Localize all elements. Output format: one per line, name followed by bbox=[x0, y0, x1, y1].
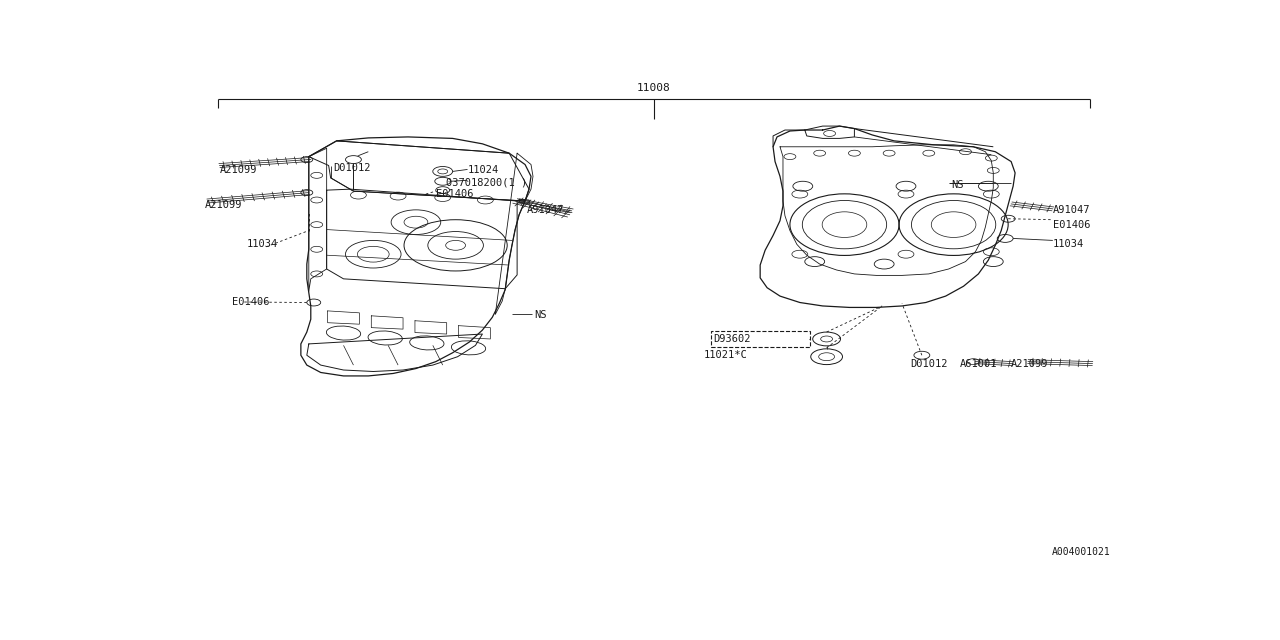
Text: E01406: E01406 bbox=[1053, 220, 1091, 230]
Circle shape bbox=[346, 156, 361, 164]
Text: 11008: 11008 bbox=[637, 83, 671, 93]
Text: NS: NS bbox=[534, 310, 547, 320]
Text: A21099: A21099 bbox=[220, 165, 257, 175]
Text: D93602: D93602 bbox=[713, 334, 751, 344]
Text: A004001021: A004001021 bbox=[1052, 547, 1110, 557]
Text: D01012: D01012 bbox=[910, 358, 947, 369]
Text: A61001: A61001 bbox=[960, 358, 997, 369]
Text: D01012: D01012 bbox=[334, 163, 371, 173]
Text: E01406: E01406 bbox=[233, 297, 270, 307]
Text: 037018200(1 ): 037018200(1 ) bbox=[445, 178, 527, 188]
Text: NS: NS bbox=[951, 180, 964, 190]
Text: A21099: A21099 bbox=[205, 200, 242, 210]
Text: 11021*C: 11021*C bbox=[704, 350, 748, 360]
Text: 11034: 11034 bbox=[246, 239, 278, 250]
Text: A21099: A21099 bbox=[1011, 358, 1048, 369]
Text: 11024: 11024 bbox=[467, 165, 499, 175]
Text: E01406: E01406 bbox=[435, 189, 474, 199]
Text: A91047: A91047 bbox=[1053, 205, 1091, 215]
Text: 11034: 11034 bbox=[1053, 239, 1084, 250]
Text: A91047: A91047 bbox=[527, 205, 564, 215]
